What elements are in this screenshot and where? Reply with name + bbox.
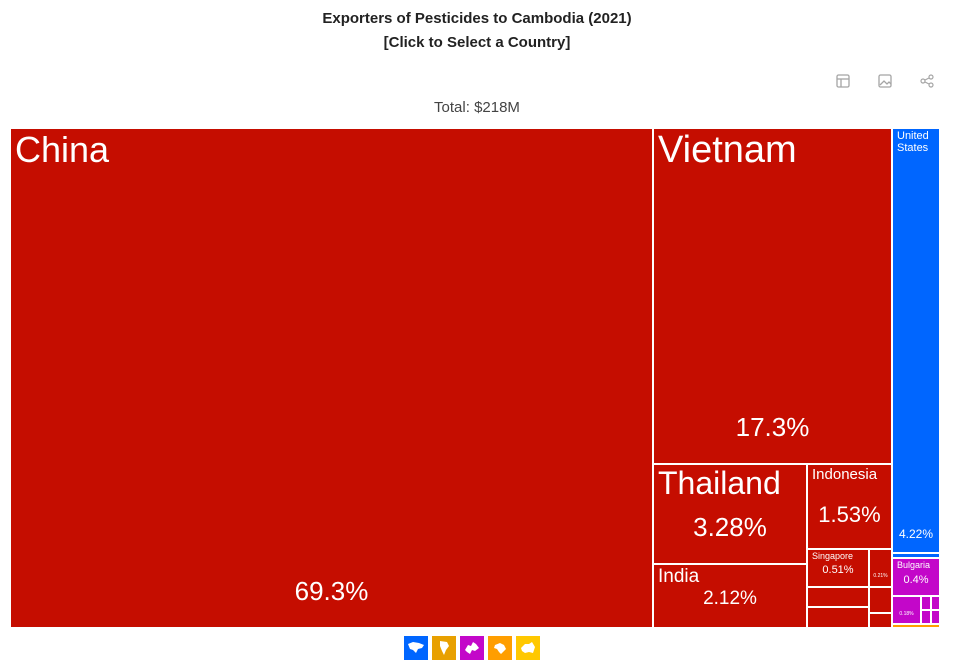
region-legend — [404, 636, 540, 660]
tile-vietnam[interactable]: Vietnam 17.3% — [653, 128, 892, 464]
tile-value: 0.4% — [903, 573, 929, 586]
tile-label: Vietnam — [658, 129, 797, 171]
tile-minor[interactable] — [921, 596, 931, 610]
tile-minor[interactable] — [931, 596, 940, 610]
share-icon[interactable] — [918, 72, 936, 90]
tile-minor[interactable] — [921, 610, 931, 624]
tile-minor[interactable] — [931, 610, 940, 624]
image-icon[interactable] — [876, 72, 894, 90]
tile-minor[interactable] — [807, 587, 869, 607]
tile-minor[interactable] — [892, 624, 940, 628]
tile-label: India — [658, 566, 700, 587]
tile-singapore[interactable]: Singapore 0.51% — [807, 549, 869, 587]
north-america-icon[interactable] — [404, 636, 428, 660]
south-america-icon[interactable] — [432, 636, 456, 660]
tile-india[interactable]: India 2.12% — [653, 564, 807, 628]
tile-minor[interactable] — [807, 607, 869, 628]
tile-minor[interactable] — [869, 613, 892, 628]
tile-minor[interactable]: 0.21% — [869, 549, 892, 587]
tile-label: Bulgaria — [897, 560, 931, 570]
tile-united-states[interactable]: United States 4.22% — [892, 128, 940, 553]
treemap: China 69.3% Vietnam 17.3% Thailand 3.28% Indon… — [10, 128, 940, 628]
tile-thailand[interactable]: Thailand 3.28% — [653, 464, 807, 564]
tile-label: China — [15, 129, 110, 170]
tile-value: 1.53% — [818, 502, 881, 527]
tile-bulgaria[interactable]: Bulgaria 0.4% — [892, 558, 940, 596]
total-label: Total: $218M — [434, 99, 520, 116]
tile-value: 0.51% — [822, 563, 854, 576]
chart-title: Exporters of Pesticides to Cambodia (202… — [322, 10, 632, 27]
tile-label: United States — [897, 130, 929, 154]
tile-indonesia[interactable]: Indonesia 1.53% — [807, 464, 892, 549]
table-icon[interactable] — [834, 72, 852, 90]
tile-value: 2.12% — [703, 587, 757, 609]
tile-value: 0.21% — [873, 572, 888, 579]
tile-label: Singapore — [812, 551, 854, 561]
tile-value: 69.3% — [294, 576, 369, 606]
tile-china[interactable]: China 69.3% — [10, 128, 653, 628]
tile-label: Indonesia — [812, 466, 878, 483]
tile-label: Thailand — [658, 465, 781, 501]
tile-value: 3.28% — [693, 512, 767, 542]
oceania-icon[interactable] — [516, 636, 540, 660]
tile-minor[interactable] — [892, 553, 940, 558]
tile-minor[interactable] — [869, 587, 892, 613]
africa-icon[interactable] — [488, 636, 512, 660]
tile-minor[interactable]: 0.18% — [892, 596, 921, 624]
tile-value: 4.22% — [898, 527, 934, 541]
tile-value: 0.18% — [899, 610, 914, 617]
chart-subtitle: [Click to Select a Country] — [383, 34, 571, 51]
tile-value: 17.3% — [735, 412, 810, 442]
europe-icon[interactable] — [460, 636, 484, 660]
